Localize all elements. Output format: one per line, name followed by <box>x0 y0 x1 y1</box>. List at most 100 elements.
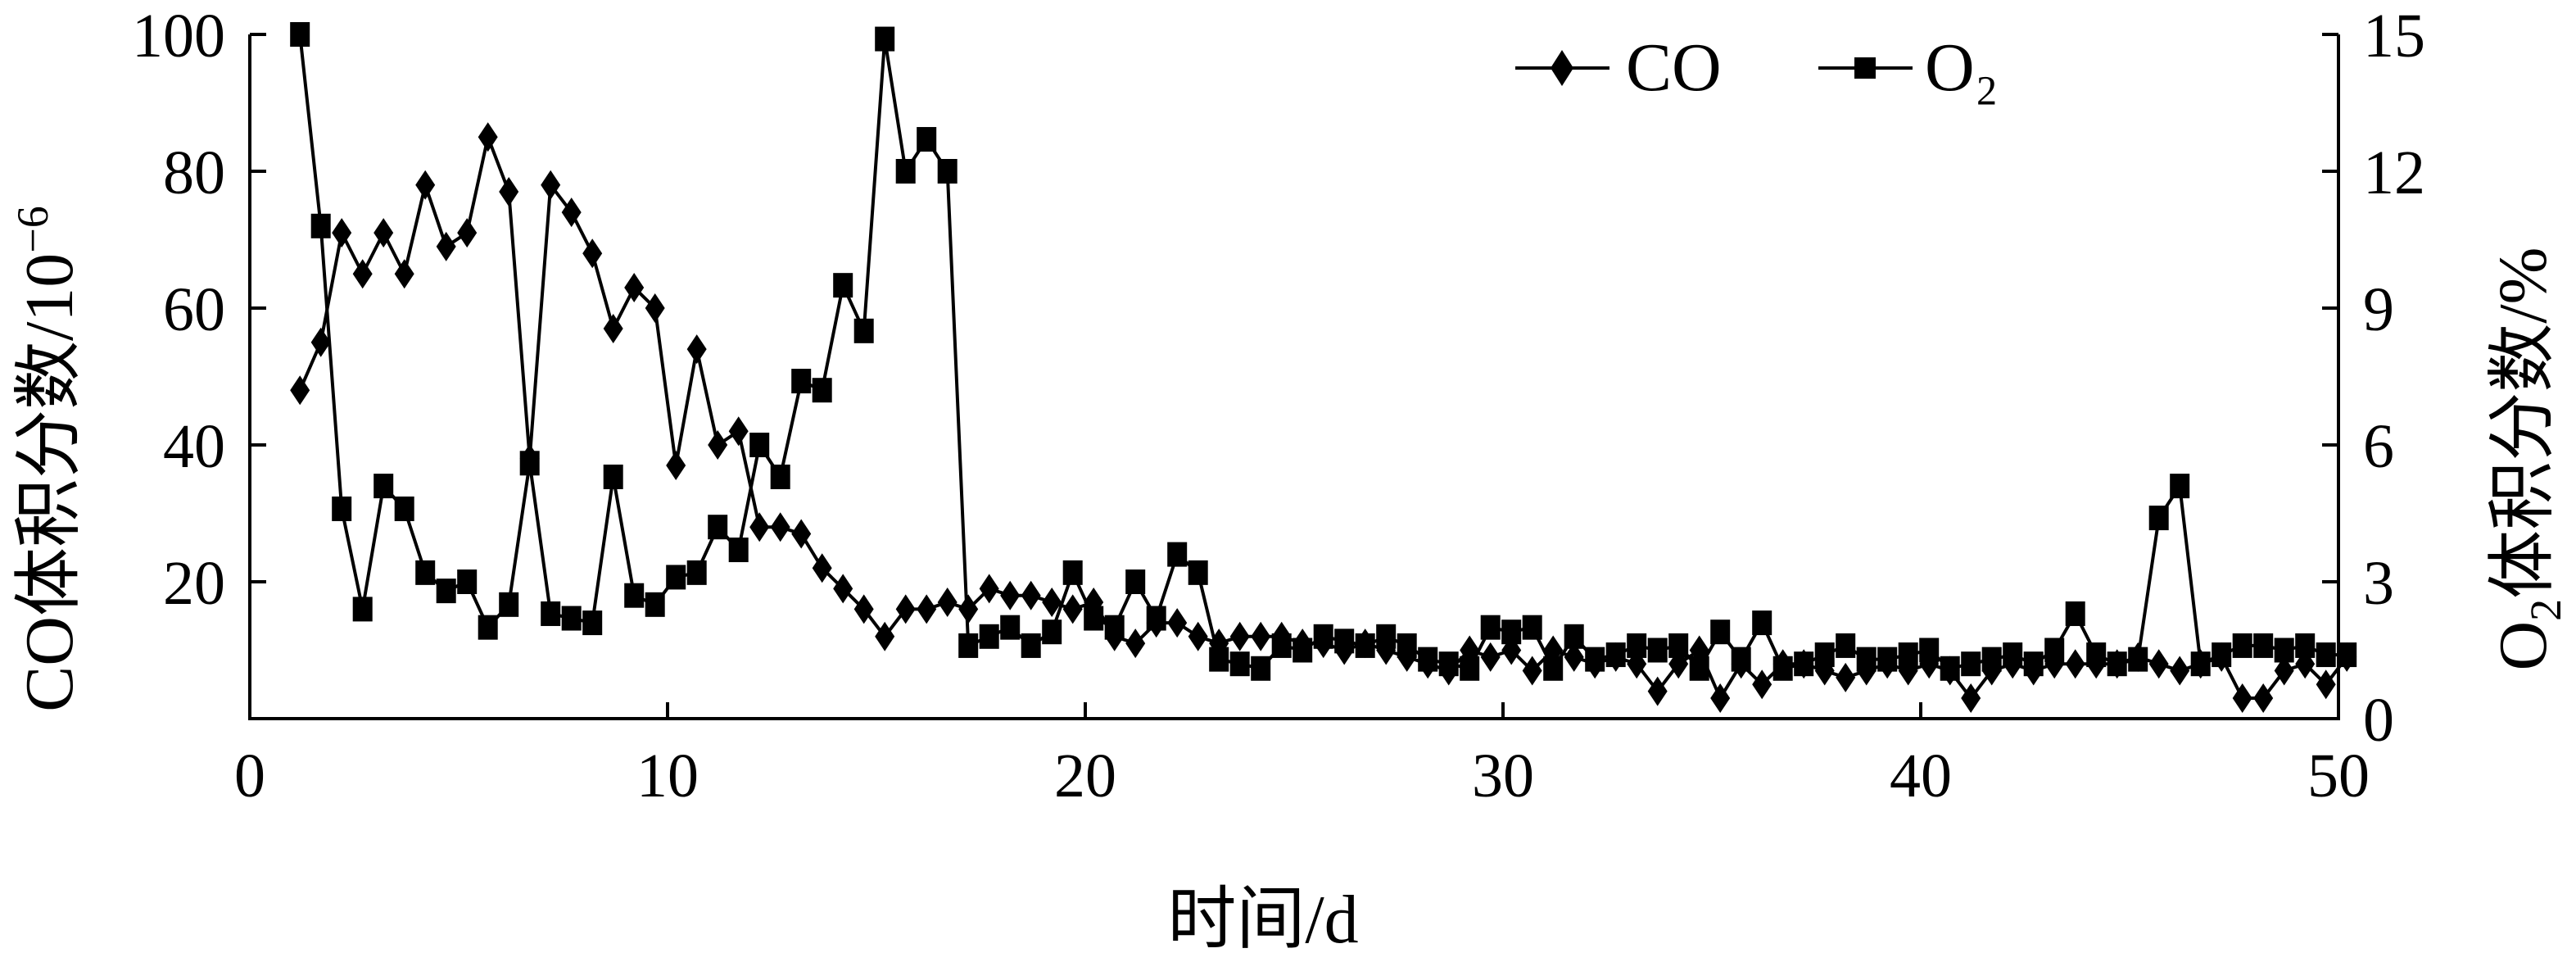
y-right-tick-label: 15 <box>2363 2 2425 70</box>
o2-point <box>1814 642 1835 668</box>
co-point <box>979 574 999 604</box>
y-left-tick-label: 60 <box>163 275 225 344</box>
o2-point <box>1856 647 1877 672</box>
o2-point <box>1334 628 1355 654</box>
y-right-tick-label: 6 <box>2363 412 2394 481</box>
co-point <box>541 170 561 200</box>
o2-point <box>1836 633 1856 658</box>
o2-point <box>1104 615 1125 640</box>
x-tick-label: 40 <box>1890 742 1952 810</box>
o2-point <box>1209 647 1229 672</box>
co-point <box>1647 676 1668 706</box>
o2-point <box>1731 647 1751 672</box>
o2-point <box>1021 633 1041 658</box>
o2-point <box>499 592 519 617</box>
y-right-title-sub: 2 <box>2521 599 2570 621</box>
o2-point <box>1084 606 1104 631</box>
o2-point <box>645 592 665 617</box>
o2-point <box>478 615 498 640</box>
co-point <box>352 259 373 289</box>
co-point <box>812 553 832 583</box>
co-point <box>436 231 456 261</box>
o2-point <box>979 624 999 649</box>
o2-point <box>1752 610 1772 636</box>
series-layer <box>290 22 2357 713</box>
y-left-title-main: CO体积分数/10 <box>11 253 88 712</box>
y-left-title-sup: −6 <box>8 206 57 252</box>
o2-point <box>2337 642 2357 668</box>
legend-co-label: CO <box>1626 29 1722 106</box>
legend-co-marker <box>1551 50 1573 86</box>
co-point <box>1480 642 1501 672</box>
co-point <box>937 588 958 618</box>
x-tick-label: 50 <box>2307 742 2370 810</box>
o2-point <box>1460 656 1480 681</box>
o2-point <box>1062 560 1083 585</box>
o2-point <box>310 213 331 238</box>
co-point <box>1188 621 1208 651</box>
o2-point <box>1710 619 1731 645</box>
co-point <box>310 327 331 357</box>
co-point <box>1961 683 1981 713</box>
o2-point <box>1877 647 1898 672</box>
co-point <box>1251 621 1271 651</box>
co-point <box>603 314 623 344</box>
o2-point <box>2316 642 2336 668</box>
co-point <box>853 594 874 624</box>
co-point <box>2232 683 2252 713</box>
y-right-tick-label: 0 <box>2363 686 2394 755</box>
o2-point <box>1605 642 1626 668</box>
o2-point <box>2170 474 2190 499</box>
co-point <box>2253 683 2274 713</box>
o2-point <box>436 579 456 604</box>
o2-point <box>1940 656 1960 681</box>
o2-point <box>895 159 916 184</box>
co-point <box>1836 662 1856 692</box>
y-left-tick-label: 20 <box>163 549 225 618</box>
o2-point <box>624 583 645 608</box>
co-point <box>1167 608 1188 638</box>
y-left-axis-title: CO体积分数/10−6 <box>8 206 88 712</box>
o2-point <box>770 464 790 489</box>
o2-point <box>1689 656 1709 681</box>
o2-point <box>1668 633 1689 658</box>
co-point <box>478 122 498 152</box>
o2-point <box>833 273 853 298</box>
o2-point <box>853 318 874 343</box>
legend-item-o2: O₂ <box>1818 29 1999 106</box>
o2-point <box>1627 633 1647 658</box>
o2-point <box>1125 569 1146 594</box>
o2-point <box>519 451 540 476</box>
legend-o2-label: O₂ <box>1925 29 1999 106</box>
o2-point <box>2253 633 2274 658</box>
ticks <box>248 33 2340 720</box>
o2-point <box>812 378 832 403</box>
o2-point <box>1397 633 1417 658</box>
co-point <box>645 293 665 323</box>
co-point <box>749 512 770 542</box>
y-right-tick-label: 9 <box>2363 275 2394 344</box>
co-point <box>1564 642 1584 672</box>
o2-point <box>1146 606 1166 631</box>
y-right-title-main2: 体积分数/% <box>2485 247 2561 599</box>
o2-point <box>1042 619 1062 645</box>
o2-point <box>917 127 937 152</box>
o2-point <box>1919 638 1940 663</box>
co-point <box>1000 580 1021 610</box>
o2-point <box>2128 647 2148 672</box>
o2-point <box>2232 633 2252 658</box>
co-point <box>373 218 394 248</box>
co-point <box>1125 628 1146 659</box>
y-right-title-main1: O <box>2485 621 2561 671</box>
co-point <box>686 334 707 365</box>
co-point <box>917 594 937 624</box>
o2-point <box>603 464 623 489</box>
o2-point <box>1376 624 1397 649</box>
legend-item-co: CO <box>1515 29 1722 106</box>
x-tick-label: 20 <box>1054 742 1116 810</box>
series-o2 <box>290 22 2357 681</box>
o2-point <box>1271 633 1292 658</box>
o2-point <box>1501 619 1522 645</box>
o2-point <box>373 474 394 499</box>
o2-point <box>582 610 603 636</box>
